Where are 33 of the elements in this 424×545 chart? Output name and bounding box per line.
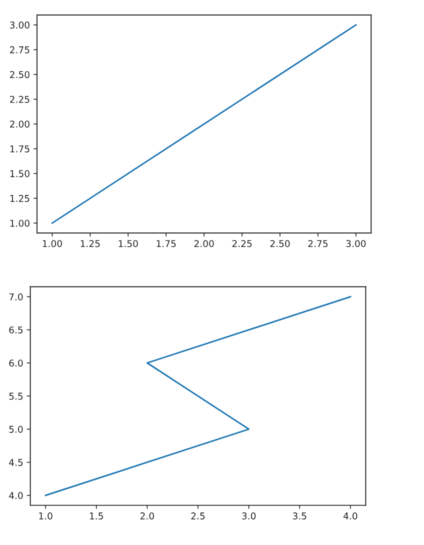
y-tick-label: 2.25 bbox=[10, 96, 30, 103]
y-tick-label: 4.0 bbox=[9, 492, 23, 500]
y-tick-label: 2.50 bbox=[10, 71, 30, 78]
y-tick-label: 5.0 bbox=[9, 426, 23, 433]
x-tick-label: 1.50 bbox=[118, 240, 138, 248]
line-series bbox=[44, 296, 352, 496]
y-tick-label: 6.5 bbox=[9, 326, 23, 334]
y-tick-label: 1.75 bbox=[10, 146, 30, 152]
y-tick-label: 3.00 bbox=[10, 22, 30, 29]
x-tick-label: 4.0 bbox=[344, 512, 358, 520]
x-tick-label: 2.75 bbox=[308, 240, 328, 248]
y-tick-label: 1.50 bbox=[10, 170, 30, 178]
x-tick-label: 2.00 bbox=[194, 240, 214, 248]
x-tick-label: 3.0 bbox=[242, 512, 256, 520]
x-tick-label: 2.25 bbox=[232, 240, 252, 248]
x-tick-label: 3.5 bbox=[292, 512, 306, 520]
y-tick-label: 7.0 bbox=[9, 293, 23, 300]
x-tick-label: 1.75 bbox=[156, 240, 176, 248]
y-tick-label: 2.00 bbox=[10, 120, 30, 128]
x-tick-label: 2.50 bbox=[270, 240, 290, 248]
x-tick-label: 1.25 bbox=[80, 240, 100, 248]
y-tick-label: 1.00 bbox=[10, 220, 30, 227]
y-tick-label: 6.0 bbox=[9, 360, 23, 367]
y-tick-label: 5.5 bbox=[9, 392, 23, 400]
x-tick-label: 2.5 bbox=[191, 512, 205, 520]
x-tick-label: 1.5 bbox=[90, 512, 103, 520]
x-tick-label: 3.00 bbox=[346, 240, 366, 248]
y-tick-label: 2.75 bbox=[10, 46, 30, 54]
y-tick-label: 4.5 bbox=[9, 459, 23, 466]
x-tick-label: 1.0 bbox=[39, 512, 52, 520]
y-tick-label: 1.25 bbox=[10, 194, 30, 202]
x-tick-label: 2.0 bbox=[140, 512, 154, 520]
x-tick-label: 1.00 bbox=[42, 240, 62, 248]
